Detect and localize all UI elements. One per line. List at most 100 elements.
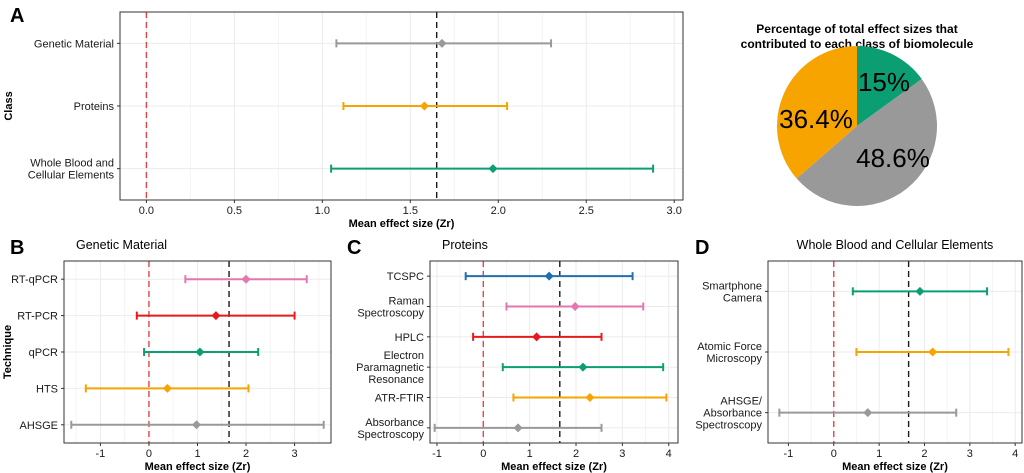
category-label: Cellular Elements — [28, 170, 115, 182]
category-label: RT-PCR — [17, 311, 58, 323]
category-label: Spectroscopy — [357, 429, 424, 441]
category-label: Atomic Force — [697, 341, 762, 353]
mean-diamond — [437, 38, 447, 48]
category-label: TCSPC — [387, 271, 424, 283]
pie-slice — [796, 78, 938, 207]
category-label: Absorbance — [703, 408, 762, 420]
x-tick-label: 2.0 — [491, 205, 506, 217]
category-label: RT-qPCR — [11, 274, 58, 286]
plot-frame — [429, 260, 679, 444]
pie-slice-label: 48.6% — [856, 143, 930, 173]
panel-a: A Genetic Material Proteins Whole Blood and… — [3, 5, 684, 230]
category-label: HTS — [36, 383, 58, 395]
x-tick-label: 2 — [573, 448, 579, 460]
data-row: qPCR — [29, 347, 260, 359]
panel-letter: D — [695, 237, 709, 259]
x-axis-title: Mean effect size (Zr) — [349, 218, 455, 230]
mean-diamond — [513, 423, 523, 433]
x-axis-title: Mean effect size (Zr) — [501, 461, 607, 473]
x-tick-label: 0 — [480, 448, 486, 460]
category-label: AHSGE/ — [720, 396, 763, 408]
category-label: Electron — [384, 350, 424, 362]
x-tick-label: -1 — [784, 448, 794, 460]
category-label: Paramagnetic — [356, 362, 424, 374]
panel-c: C ProteinsTCSPCRamanSpectroscopyHPLCElect… — [347, 237, 679, 473]
mean-diamond — [585, 393, 595, 402]
x-tick-label: 1.5 — [403, 205, 418, 217]
mean-diamond — [488, 164, 498, 174]
data-row: AHSGE — [19, 420, 325, 432]
category-label: Spectroscopy — [357, 308, 424, 320]
category-label: Resonance — [368, 374, 424, 386]
category-label: Absorbance — [365, 417, 424, 429]
category-label: Genetic Material — [34, 38, 114, 50]
panel-b: B Genetic Material RT-qPCR RT-PCR qPCR HTS AHS… — [2, 237, 332, 473]
mean-diamond — [863, 408, 873, 418]
category-label: Spectroscopy — [695, 420, 762, 432]
x-tick-label: 1.0 — [315, 205, 330, 217]
plot-frame — [767, 260, 1023, 444]
x-tick-label: 1 — [194, 448, 200, 460]
mean-diamond — [192, 420, 202, 430]
pie-slice — [857, 46, 922, 126]
mean-diamond — [532, 332, 542, 342]
pie-slice-label: 36.4% — [779, 104, 853, 134]
category-label: Whole Blood and — [30, 158, 114, 170]
mean-diamond — [162, 383, 172, 393]
x-axis-title: Mean effect size (Zr) — [842, 461, 948, 473]
pie-chart: Percentage of total effect sizes thatcon… — [741, 22, 974, 207]
category-label: Raman — [389, 296, 424, 308]
mean-diamond — [419, 101, 429, 111]
pie-title: contributed to each class of biomolecule — [741, 37, 974, 51]
x-tick-label: 3 — [292, 448, 298, 460]
y-axis-title: Class — [3, 91, 15, 120]
x-tick-label: 1 — [876, 448, 882, 460]
x-tick-label: 0 — [831, 448, 837, 460]
x-tick-label: 0.0 — [139, 205, 154, 217]
x-tick-label: 4 — [666, 448, 672, 460]
panel-title: Whole Blood and Cellular Elements — [797, 238, 994, 252]
x-tick-label: 3.0 — [667, 205, 682, 217]
mean-diamond — [195, 347, 205, 357]
mean-diamond — [241, 274, 251, 284]
panel-letter: A — [10, 5, 24, 27]
category-label: Smartphone — [702, 280, 762, 292]
category-label: Proteins — [74, 101, 115, 113]
x-tick-label: 2 — [921, 448, 927, 460]
category-label: Microscopy — [706, 353, 762, 365]
panel-d: D Whole Blood and Cellular Elements Smartp… — [695, 237, 1023, 473]
data-row: Genetic Material — [34, 38, 553, 50]
x-tick-label: 1 — [527, 448, 533, 460]
x-tick-label: -1 — [96, 448, 106, 460]
pie-slice-label: 15% — [858, 67, 910, 97]
mean-diamond — [928, 347, 938, 357]
mean-diamond — [211, 311, 221, 321]
x-tick-label: 2.5 — [579, 205, 594, 217]
x-axis-title: Mean effect size (Zr) — [145, 461, 251, 473]
x-tick-label: 0 — [146, 448, 152, 460]
x-tick-label: 3 — [619, 448, 625, 460]
y-axis-title: Technique — [2, 325, 14, 379]
data-row: TCSPC — [387, 271, 634, 283]
data-row: HPLC — [395, 332, 603, 344]
panel-letter: B — [10, 237, 24, 259]
category-label: ATR-FTIR — [375, 393, 424, 405]
category-label: HPLC — [395, 332, 424, 344]
mean-diamond — [578, 362, 588, 372]
data-row: Proteins — [74, 101, 509, 113]
plot-frame — [119, 11, 684, 201]
data-row: RT-qPCR — [11, 274, 308, 286]
panel-title: Proteins — [442, 238, 488, 252]
x-tick-label: 4 — [1012, 448, 1018, 460]
x-tick-label: -1 — [432, 448, 442, 460]
x-tick-label: 0.5 — [227, 205, 242, 217]
panel-title: Genetic Material — [76, 238, 167, 252]
